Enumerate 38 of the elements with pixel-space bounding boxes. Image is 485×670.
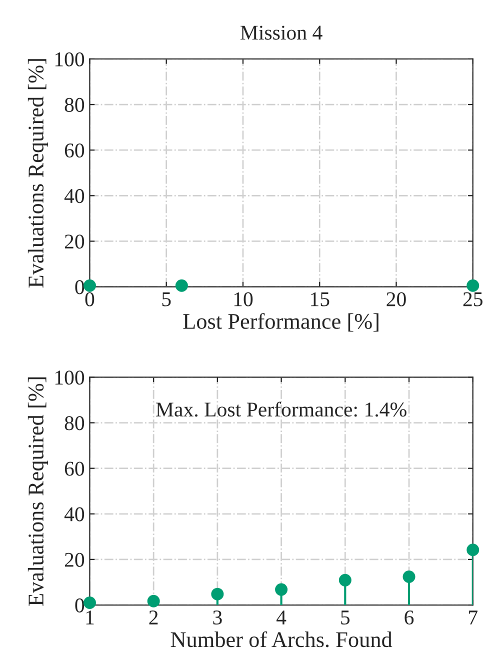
x-tick-label: 25	[463, 292, 482, 306]
point	[275, 583, 288, 596]
point	[147, 594, 160, 608]
point	[83, 596, 96, 609]
x-tick-label: 15	[311, 292, 330, 306]
y-tick-label: 60	[64, 462, 84, 476]
x-tick-label: 5	[341, 610, 350, 625]
x-tick-label: 2	[149, 610, 158, 624]
y-tick-label: 80	[64, 98, 84, 112]
y-tick-label: 0	[75, 280, 84, 294]
x-tick-label: 20	[386, 292, 406, 306]
y-tick-label: 20	[64, 234, 84, 249]
y-tick-label: 60	[64, 143, 84, 158]
x-axis-title: Number of Archs. Found	[170, 631, 392, 648]
y-tick-label: 40	[64, 189, 84, 204]
x-tick-label: 4	[276, 610, 286, 624]
point	[211, 588, 224, 600]
y-tick-label: 20	[64, 552, 84, 567]
x-tick-label: 6	[404, 610, 414, 625]
x-tick-label: 10	[234, 292, 253, 306]
y-tick-label: 0	[75, 598, 84, 612]
y-tick-label: 100	[55, 370, 84, 385]
y-axis-title: Evaluations Required [%]	[28, 59, 48, 288]
chart-title: Mission 4	[240, 26, 322, 40]
x-axis-title: Lost Performance [%]	[183, 313, 378, 332]
point	[466, 544, 480, 556]
point	[338, 574, 352, 586]
x-tick-label: 7	[469, 610, 478, 624]
x-tick-label: 0	[85, 292, 94, 306]
x-tick-label: 3	[213, 610, 222, 625]
y-tick-label: 80	[64, 416, 84, 430]
y-axis-title: Evaluations Required [%]	[28, 377, 48, 606]
y-tick-label: 100	[55, 52, 84, 66]
x-tick-label: 5	[162, 292, 171, 306]
annotation: Max. Lost Performance: 1.4%	[156, 402, 406, 417]
y-tick-label: 40	[64, 507, 84, 522]
x-tick-label: 1	[86, 610, 94, 624]
point	[402, 570, 416, 584]
